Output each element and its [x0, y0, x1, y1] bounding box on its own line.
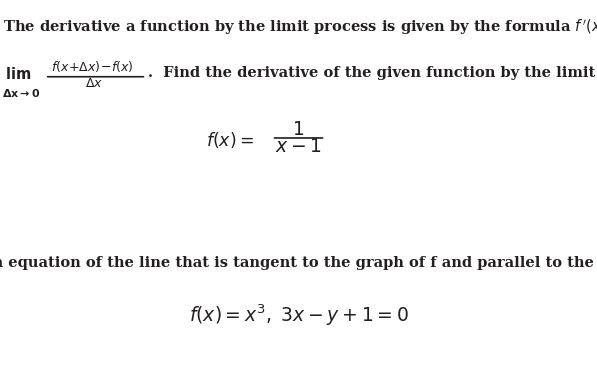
Text: (b) Find an equation of the line that is tangent to the graph of f and parallel : (b) Find an equation of the line that is… [0, 255, 597, 270]
Text: $1$: $1$ [293, 121, 304, 139]
Text: $\Delta x$: $\Delta x$ [85, 77, 103, 90]
Text: $f(x\!+\!\Delta x)\!-\!f(x)$: $f(x\!+\!\Delta x)\!-\!f(x)$ [51, 59, 133, 74]
Text: (a) The derivative a function by the limit process is given by the formula $f\,': (a) The derivative a function by the lim… [0, 17, 597, 37]
Text: $f(x) =$: $f(x) =$ [206, 130, 254, 150]
Text: $\mathbf{\Delta x{\to}0}$: $\mathbf{\Delta x{\to}0}$ [2, 87, 41, 99]
Text: $x-1$: $x-1$ [275, 138, 322, 156]
Text: $\mathbf{lim}$: $\mathbf{lim}$ [5, 66, 31, 82]
Text: .  Find the derivative of the given function by the limit process.: . Find the derivative of the given funct… [148, 66, 597, 80]
Text: $f(x) = x^3,\ 3x - y + 1 = 0$: $f(x) = x^3,\ 3x - y + 1 = 0$ [189, 302, 408, 328]
